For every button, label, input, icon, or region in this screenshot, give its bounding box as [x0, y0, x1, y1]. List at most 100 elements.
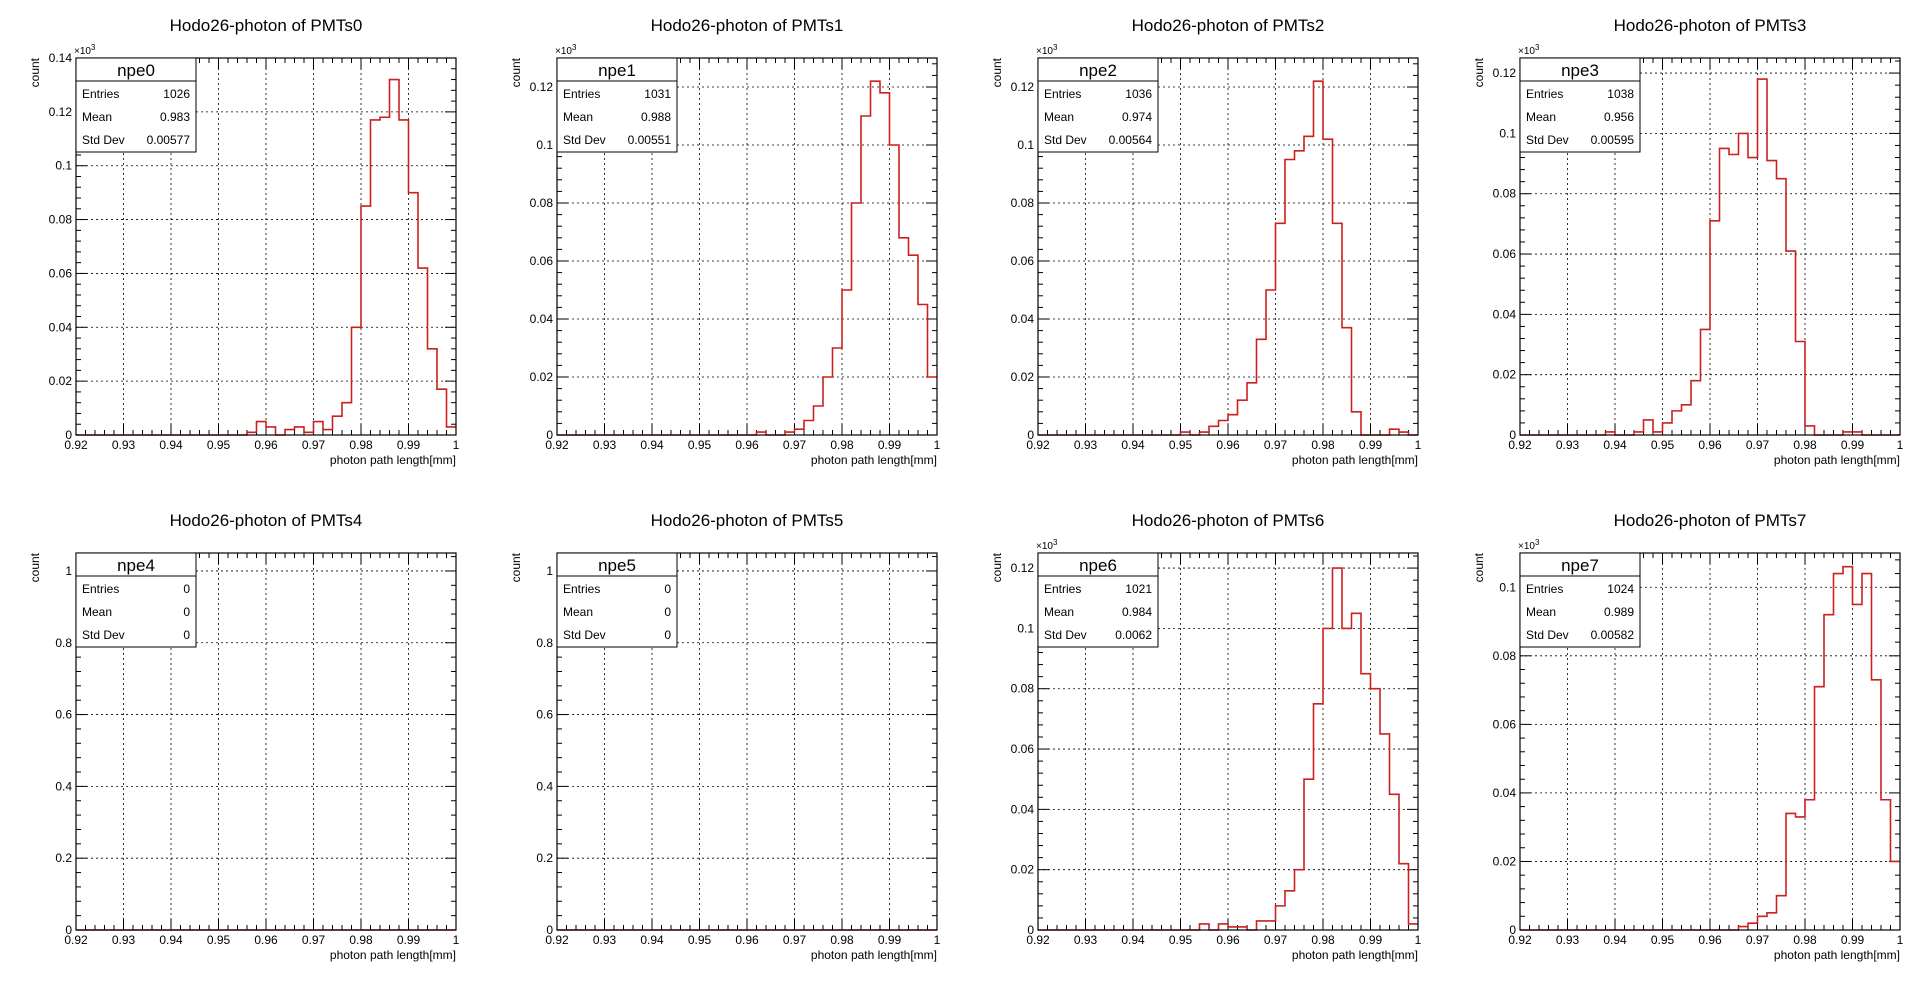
stats-label-mean: Mean: [1526, 110, 1556, 124]
x-tick-label: 0.92: [1508, 933, 1532, 947]
x-tick-label: 0.99: [397, 438, 421, 452]
stats-value-mean: 0.956: [1604, 110, 1634, 124]
x-tick-label: 0.94: [1603, 933, 1627, 947]
stats-box-frame: [1519, 552, 1641, 648]
x-axis-label: photon path length[mm]: [811, 453, 937, 467]
y-axis-label: count: [990, 552, 1004, 582]
y-tick-label: 0.02: [1493, 368, 1517, 382]
histogram-panel-5: Hodo26-photon of PMTs5 0.92 0.93 0.94 0.95 0.…: [509, 511, 941, 962]
x-tick-label: 0.96: [1698, 933, 1722, 947]
x-tick-label: 1: [1897, 933, 1904, 947]
y-tick-label: 0: [65, 923, 72, 937]
x-tick-label: 0.96: [735, 438, 759, 452]
x-tick-label: 0.94: [159, 933, 183, 947]
y-tick-label: 0: [65, 428, 72, 442]
x-tick-label: 1: [453, 438, 460, 452]
x-tick-label: 0.96: [1698, 438, 1722, 452]
y-tick-label: 0.2: [536, 851, 553, 865]
stats-box: npe1 Entries 1031 Mean 0.988 Std Dev 0.00551: [556, 57, 678, 153]
x-axis-label: photon path length[mm]: [330, 948, 456, 962]
x-tick-label: 0.94: [1121, 933, 1145, 947]
x-tick-label: 0.93: [112, 933, 136, 947]
x-tick-label: 0.97: [1264, 438, 1288, 452]
x-axis-label: photon path length[mm]: [1774, 948, 1900, 962]
y-tick-label: 0.06: [1011, 742, 1035, 756]
stats-value-mean: 0.988: [641, 110, 671, 124]
stats-box: npe7 Entries 1024 Mean 0.989 Std Dev 0.00582: [1519, 552, 1641, 648]
chart-title: Hodo26-photon of PMTs5: [651, 511, 844, 530]
stats-value-mean: 0.984: [1122, 605, 1152, 619]
y-tick-label: 0.08: [1493, 649, 1517, 663]
chart-title: Hodo26-photon of PMTs0: [170, 16, 363, 35]
stats-name: npe5: [598, 556, 636, 575]
y-tick-label: 0.12: [1011, 561, 1035, 575]
stats-label-std: Std Dev: [563, 628, 606, 642]
stats-value-entries: 0: [664, 582, 671, 596]
y-exponent-power: 3: [1053, 43, 1058, 52]
x-tick-label: 0.98: [1311, 438, 1335, 452]
stats-name: npe7: [1561, 556, 1599, 575]
stats-value-std: 0.0062: [1115, 628, 1152, 642]
y-exponent-base: ×10: [555, 46, 572, 57]
plot-frame: [1519, 552, 1901, 931]
x-tick-label: 0.94: [1121, 438, 1145, 452]
y-exponent-base: ×10: [1036, 541, 1053, 552]
y-tick-label: 0.02: [1011, 863, 1035, 877]
y-axis-label: count: [28, 552, 42, 582]
stats-box: npe3 Entries 1038 Mean 0.956 Std Dev 0.00595: [1519, 57, 1641, 153]
x-tick-label: 1: [453, 933, 460, 947]
plot-frame: [556, 57, 938, 436]
y-tick-label: 0: [546, 923, 553, 937]
y-exponent-power: 3: [1535, 538, 1540, 547]
x-tick-label: 0.96: [254, 933, 278, 947]
stats-label-entries: Entries: [82, 87, 119, 101]
stats-name: npe0: [117, 61, 155, 80]
y-tick-label: 0.04: [1493, 307, 1517, 321]
y-exponent-power: 3: [572, 43, 577, 52]
y-tick-label: 0.02: [1493, 854, 1517, 868]
y-tick-label: 0.06: [49, 266, 73, 280]
y-tick-label: 0: [1509, 428, 1516, 442]
x-tick-label: 0.98: [830, 933, 854, 947]
stats-label-mean: Mean: [1526, 605, 1556, 619]
x-axis-label: photon path length[mm]: [811, 948, 937, 962]
stats-box-frame: [556, 57, 678, 153]
y-tick-label: 0.12: [49, 105, 73, 119]
stats-label-entries: Entries: [1526, 582, 1563, 596]
stats-label-entries: Entries: [563, 87, 600, 101]
x-tick-label: 0.95: [207, 933, 231, 947]
stats-box: npe5 Entries 0 Mean 0 Std Dev 0: [556, 552, 678, 648]
chart-title: Hodo26-photon of PMTs3: [1614, 16, 1807, 35]
y-exponent-base: ×10: [74, 46, 91, 57]
y-tick-label: 0.04: [1011, 312, 1035, 326]
y-exponent-base: ×10: [1518, 541, 1535, 552]
stats-value-std: 0.00595: [1591, 133, 1635, 147]
stats-name: npe4: [117, 556, 155, 575]
plot-frame: [1037, 552, 1419, 931]
chart-title: Hodo26-photon of PMTs6: [1132, 511, 1325, 530]
stats-value-mean: 0.974: [1122, 110, 1152, 124]
x-tick-label: 0.95: [1169, 933, 1193, 947]
y-tick-label: 0.12: [1011, 80, 1035, 94]
y-tick-label: 0.6: [536, 708, 553, 722]
x-tick-label: 0.99: [1359, 438, 1383, 452]
y-tick-label: 0.14: [49, 51, 73, 65]
y-tick-label: 0.06: [530, 254, 554, 268]
stats-label-mean: Mean: [82, 605, 112, 619]
stats-box-frame: [1037, 552, 1159, 648]
x-tick-label: 0.99: [1841, 933, 1865, 947]
x-tick-label: 0.95: [688, 438, 712, 452]
y-tick-label: 0: [1027, 923, 1034, 937]
x-tick-label: 0.93: [1556, 933, 1580, 947]
y-tick-label: 0.12: [530, 80, 554, 94]
y-tick-label: 0.04: [1011, 802, 1035, 816]
x-tick-label: 0.94: [640, 933, 664, 947]
x-tick-label: 0.92: [545, 933, 569, 947]
x-tick-label: 1: [934, 933, 941, 947]
stats-label-std: Std Dev: [82, 133, 125, 147]
chart-title: Hodo26-photon of PMTs2: [1132, 16, 1325, 35]
stats-value-mean: 0.983: [160, 110, 190, 124]
stats-box-frame: [75, 57, 197, 153]
x-axis-label: photon path length[mm]: [330, 453, 456, 467]
y-tick-label: 0.2: [55, 851, 72, 865]
